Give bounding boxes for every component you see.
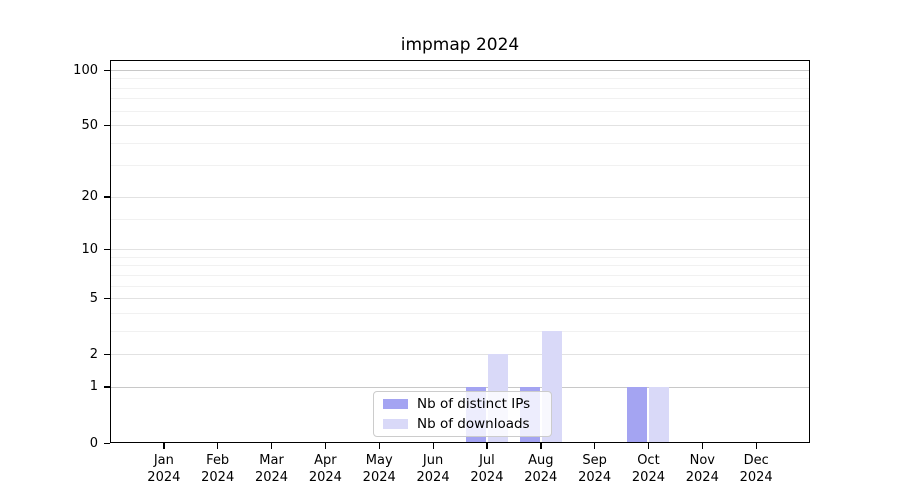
x-tick-label: Dec 2024 [739,453,773,485]
minor-gridline [111,218,809,220]
x-tick-label: Sep 2024 [578,453,612,485]
major-gridline [111,125,809,127]
x-tick-mark [324,443,327,449]
bar-distinct-ips [627,386,648,442]
legend-label: Nb of distinct IPs [417,396,531,413]
x-tick-label: Mar 2024 [254,453,289,485]
major-gridline [111,196,809,198]
y-tick-mark [104,353,110,355]
minor-gridline [111,110,809,112]
x-tick-mark [163,443,165,449]
y-tick-label: 50 [81,117,98,133]
y-tick-mark [104,69,110,71]
x-tick-mark [486,443,488,449]
legend-swatch-distinct-ips [383,399,408,410]
minor-gridline [111,165,809,167]
minor-gridline [111,87,809,89]
x-tick-mark [378,443,381,449]
major-gridline [111,298,809,300]
x-tick-label: May 2024 [362,453,396,485]
minor-gridline [111,285,809,287]
x-tick-label: Jun 2024 [416,453,450,485]
y-tick-label: 10 [81,241,98,257]
major-gridline [111,354,809,356]
minor-gridline [111,78,809,80]
x-tick-mark [217,443,219,449]
y-tick-label: 100 [73,62,98,78]
x-tick-mark [432,443,434,449]
legend-entry-distinct-ips: Nb of distinct IPs [383,396,542,413]
legend: Nb of distinct IPs Nb of downloads [373,391,552,437]
minor-gridline [111,265,809,267]
plot-area [110,60,810,443]
x-tick-mark [271,443,273,449]
x-tick-mark [755,443,757,449]
x-tick-label: Aug 2024 [524,453,558,485]
minor-gridline [111,142,809,144]
minor-gridline [111,330,809,332]
y-tick-label: 0 [89,435,98,451]
x-tick-mark [594,443,596,449]
major-gridline [111,249,809,251]
legend-swatch-downloads [383,418,408,429]
y-tick-label: 2 [89,346,98,362]
y-tick-mark [104,248,110,250]
x-tick-label: Jan 2024 [147,453,181,485]
legend-entry-downloads: Nb of downloads [383,416,542,433]
x-tick-mark [701,443,704,449]
y-tick-mark [104,386,110,388]
x-tick-label: Nov 2024 [685,453,719,485]
minor-gridline [111,312,809,314]
y-tick-mark [104,196,110,198]
y-tick-mark [104,442,110,444]
y-tick-mark [104,297,110,299]
chart-title: impmap 2024 [400,35,520,55]
x-tick-label: Apr 2024 [308,453,342,485]
y-tick-label: 5 [89,290,98,306]
x-tick-label: Jul 2024 [470,453,504,485]
major-gridline [111,386,809,388]
x-tick-mark [540,443,542,449]
y-tick-mark [104,124,110,127]
major-gridline [111,70,809,71]
x-tick-label: Oct 2024 [631,453,665,485]
y-tick-label: 1 [89,379,98,395]
y-tick-label: 20 [81,189,98,205]
bar-downloads [649,386,670,442]
x-tick-label: Feb 2024 [201,453,235,485]
minor-gridline [111,274,809,276]
x-tick-mark [647,443,650,449]
legend-label: Nb of downloads [417,415,530,432]
minor-gridline [111,256,809,258]
minor-gridline [111,98,809,100]
